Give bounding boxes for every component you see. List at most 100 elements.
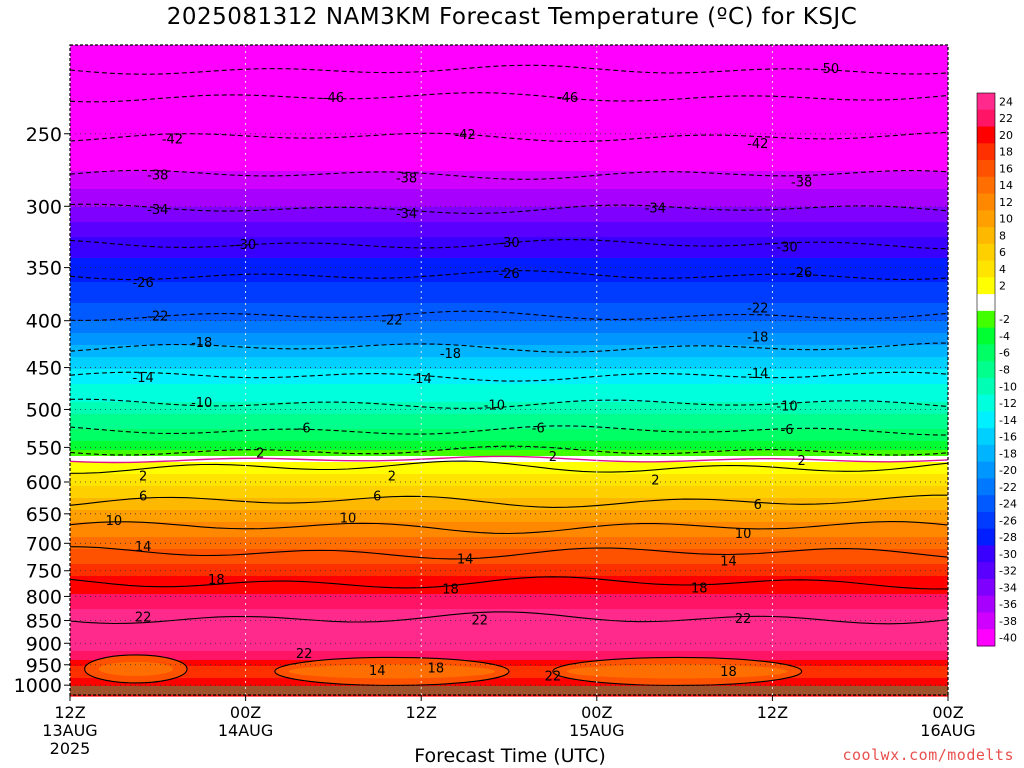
- x-tick-label: 16AUG: [920, 721, 975, 740]
- contour-label: -18: [747, 330, 768, 345]
- temperature-band: [70, 420, 948, 424]
- temperature-band: [70, 234, 948, 238]
- temperature-band: [70, 174, 948, 178]
- temperature-band: [70, 258, 948, 262]
- colorbar-label: -32: [999, 565, 1017, 578]
- temperature-band: [70, 81, 948, 85]
- colorbar-cell: [977, 361, 995, 379]
- contour-label-text: -10: [191, 396, 212, 411]
- temperature-band: [70, 582, 948, 586]
- x-tick-label: 13AUG: [42, 721, 97, 740]
- contour-line: [69, 64, 949, 75]
- contour-label-text: 2: [798, 454, 806, 469]
- temperature-band: [70, 105, 948, 109]
- contour-label: 18: [208, 573, 225, 588]
- colorbar-label: -30: [999, 548, 1017, 561]
- temperature-band: [70, 543, 948, 547]
- temperature-band: [70, 132, 948, 136]
- temperature-band: [70, 279, 948, 283]
- contour-label: -22: [381, 314, 402, 329]
- temperature-band: [70, 417, 948, 421]
- temperature-band: [70, 459, 948, 463]
- temperature-band: [70, 96, 948, 100]
- temperature-band: [70, 510, 948, 514]
- temperature-band: [70, 123, 948, 127]
- warm-core: [566, 664, 788, 679]
- contour-label: -38: [147, 169, 168, 184]
- temperature-band: [70, 549, 948, 553]
- contour-label: 18: [720, 665, 737, 680]
- contour-label: 22: [545, 670, 562, 685]
- contour-label: 2: [798, 454, 806, 469]
- temperature-band: [70, 261, 948, 265]
- temperature-band: [70, 501, 948, 505]
- y-tick-label: 950: [26, 655, 62, 677]
- contour-line: [84, 654, 188, 684]
- colorbar-cell: [977, 528, 995, 546]
- y-tick-label: 700: [26, 533, 62, 555]
- contour-label-text: 6: [373, 490, 381, 505]
- temperature-band: [70, 54, 948, 58]
- temperature-band: [70, 120, 948, 124]
- y-tick-label: 300: [26, 196, 62, 218]
- temperature-band: [70, 363, 948, 367]
- contour-label-text: -6: [781, 423, 794, 438]
- contour-line: [69, 521, 949, 535]
- y-tick-label: 750: [26, 561, 62, 583]
- contour-line: [69, 203, 949, 214]
- contour-label-text: -42: [454, 128, 475, 143]
- temperature-band: [70, 318, 948, 322]
- temperature-band: [70, 63, 948, 67]
- contour-label: 18: [428, 662, 445, 677]
- temperature-band: [70, 345, 948, 349]
- temperature-band: [70, 144, 948, 148]
- contour-label-text: -22: [147, 310, 168, 325]
- temperature-band: [70, 651, 948, 655]
- contour-label: 2: [256, 446, 264, 461]
- temperature-band: [70, 192, 948, 196]
- temperature-band: [70, 627, 948, 631]
- temperature-band: [70, 672, 948, 676]
- contour-label: 22: [735, 612, 752, 627]
- contour-label: 6: [139, 490, 147, 505]
- colorbar-label: 6: [999, 246, 1006, 259]
- temperature-band: [70, 624, 948, 628]
- colorbar-label: -36: [999, 598, 1017, 611]
- x-tick-label: 12Z: [757, 703, 788, 722]
- contour-label-text: -42: [747, 137, 768, 152]
- colorbar-cell: [977, 227, 995, 245]
- temperature-band: [70, 426, 948, 430]
- temperature-band: [70, 357, 948, 361]
- temperature-band: [70, 567, 948, 571]
- contour-label: 6: [754, 498, 762, 513]
- temperature-band: [70, 639, 948, 643]
- contour-label: 22: [471, 614, 488, 629]
- temperature-band: [70, 405, 948, 409]
- temperature-band: [70, 198, 948, 202]
- freezing-line: [69, 455, 949, 464]
- temperature-band: [70, 153, 948, 157]
- temperature-band: [70, 351, 948, 355]
- contour-label: -6: [781, 423, 794, 438]
- y-tick-label: 450: [26, 358, 62, 380]
- temperature-band: [70, 339, 948, 343]
- temperature-band: [70, 177, 948, 181]
- contour-line: [69, 342, 949, 353]
- temperature-band: [70, 114, 948, 118]
- x-tick-label: 00Z: [932, 703, 963, 722]
- temperature-band: [70, 513, 948, 517]
- contour-label: -26: [498, 267, 519, 282]
- temperature-band: [70, 57, 948, 61]
- temperature-band: [70, 264, 948, 268]
- contour-label-text: -30: [498, 236, 519, 251]
- contour-label: -10: [776, 399, 797, 414]
- contour-label: 14: [369, 664, 386, 679]
- contour-label-text: -14: [133, 371, 154, 386]
- temperature-band: [70, 186, 948, 190]
- temperature-band: [70, 444, 948, 448]
- contour-label: 14: [135, 540, 152, 555]
- contour-label-text: -34: [147, 203, 168, 218]
- temperature-band: [70, 390, 948, 394]
- contour-line: [69, 576, 949, 590]
- contour-label-text: 14: [720, 555, 737, 570]
